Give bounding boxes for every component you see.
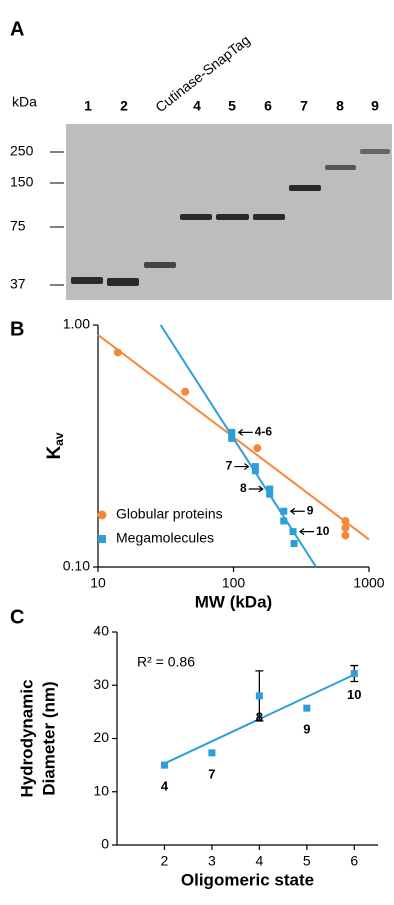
x-tick-label: 4 xyxy=(255,853,263,869)
band xyxy=(71,277,103,284)
point-label: 10 xyxy=(316,524,330,538)
legend-label: Megamolecules xyxy=(116,530,214,546)
point xyxy=(266,491,273,498)
point xyxy=(280,517,287,524)
legend-label: Globular proteins xyxy=(116,506,223,522)
point xyxy=(208,749,215,756)
y-tick-label: 0.10 xyxy=(63,558,90,574)
lane-label: 7 xyxy=(300,98,308,114)
lane-label: 9 xyxy=(371,98,379,114)
y-axis-title: Kav xyxy=(44,432,66,459)
panel-label: C xyxy=(10,606,24,628)
lane-label: 6 xyxy=(264,98,272,114)
band xyxy=(107,278,139,286)
marker-label: 37 xyxy=(10,276,26,292)
point xyxy=(252,467,259,474)
point xyxy=(341,517,349,525)
point xyxy=(291,540,298,547)
point xyxy=(280,508,287,515)
marker-label: 250 xyxy=(10,143,34,159)
band xyxy=(253,214,285,220)
y-tick-label: 1.00 xyxy=(63,316,90,332)
point xyxy=(161,762,168,769)
page: { "gel": { "panel_label": "A", "unit_lab… xyxy=(0,0,394,905)
point xyxy=(228,429,235,436)
band xyxy=(325,165,356,170)
x-tick-label: 6 xyxy=(350,853,358,869)
lane-label: 8 xyxy=(336,98,344,114)
point xyxy=(114,348,122,356)
legend-marker xyxy=(98,511,107,520)
arrow xyxy=(234,464,248,470)
point xyxy=(303,705,310,712)
point-label: 10 xyxy=(347,687,361,702)
y-tick-label: 0 xyxy=(101,836,109,852)
point xyxy=(253,444,261,452)
point-label: 4-6 xyxy=(255,425,273,439)
gel xyxy=(66,124,392,300)
point xyxy=(228,435,235,442)
y-tick-label: 30 xyxy=(93,676,109,692)
y-axis-title-sub: av xyxy=(52,432,66,446)
chart: C 0 10 20 30 40 2 3 4 5 6 Oligomeric state Hydrodyna… xyxy=(10,606,378,889)
band xyxy=(360,149,390,154)
point xyxy=(351,670,358,677)
y-axis-title: Hydrodynamic xyxy=(17,679,36,797)
point-label: 7 xyxy=(226,459,233,473)
x-axis-title: Oligomeric state xyxy=(181,870,314,889)
panel-label: B xyxy=(10,318,24,340)
x-tick-label: 3 xyxy=(208,853,216,869)
point-label: 9 xyxy=(307,503,314,517)
lane-label: 2 xyxy=(120,98,128,114)
arrow xyxy=(291,508,305,514)
point-label: 8 xyxy=(256,709,263,724)
marker-label: 150 xyxy=(10,174,34,190)
annotation: R² = 0.86 xyxy=(137,654,195,670)
arrow xyxy=(249,486,263,492)
legend-marker xyxy=(98,535,106,543)
lane-label: 4 xyxy=(193,98,201,114)
point xyxy=(181,388,189,396)
x-tick-label: 5 xyxy=(303,853,311,869)
point xyxy=(341,531,349,539)
panel-label: A xyxy=(10,18,24,40)
x-axis-title: MW (kDa) xyxy=(195,592,272,611)
lane-label: 5 xyxy=(228,98,236,114)
figure: A kDa B0.101.00101001000MW (kDa)Kav4-678… xyxy=(0,0,394,905)
y-axis-title-main: K xyxy=(44,446,65,460)
unit-label: kDa xyxy=(12,94,37,110)
band xyxy=(144,262,176,268)
x-tick-label: 100 xyxy=(222,575,246,591)
y-axis-title: Diameter (nm) xyxy=(39,681,58,795)
point xyxy=(341,524,349,532)
point-label: 7 xyxy=(208,766,215,781)
x-tick-label: 10 xyxy=(90,575,106,591)
x-tick-label: 1000 xyxy=(353,575,384,591)
point xyxy=(290,528,297,535)
lane-label: Cutinase-SnapTag xyxy=(152,32,253,116)
band xyxy=(180,214,212,220)
band xyxy=(289,185,321,191)
band xyxy=(216,214,249,220)
marker-label: 75 xyxy=(10,218,26,234)
y-tick-label: 40 xyxy=(93,623,109,639)
x-tick-label: 2 xyxy=(161,853,169,869)
y-tick-label: 20 xyxy=(93,729,109,745)
point-label: 8 xyxy=(240,481,247,495)
point-label: 4 xyxy=(161,779,169,794)
lane-label: 1 xyxy=(84,98,92,114)
point xyxy=(256,692,263,699)
y-tick-label: 10 xyxy=(93,782,109,798)
arrow xyxy=(300,529,314,535)
arrow xyxy=(239,429,253,435)
point-label: 9 xyxy=(303,722,310,737)
